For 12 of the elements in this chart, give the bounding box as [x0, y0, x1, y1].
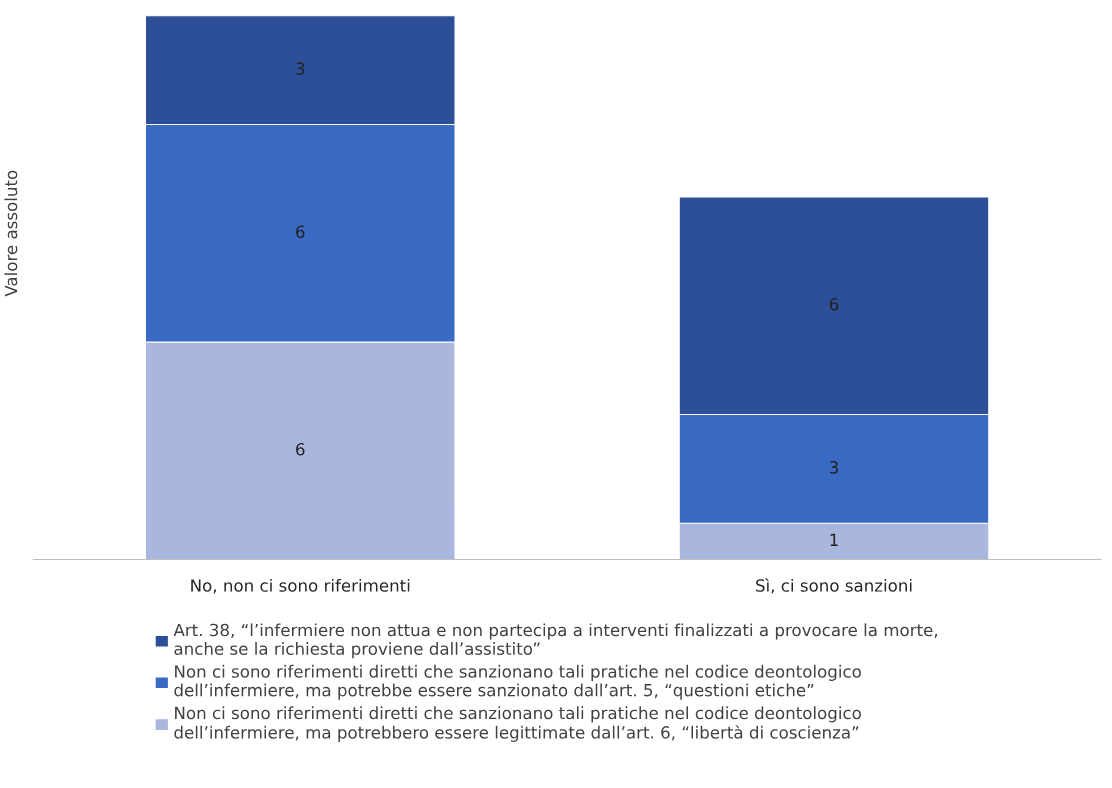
legend-label: Non ci sono riferimenti diretti che sanzionano tali pratiche nel codice deontologico dell’infermiere, ma potrebbe essere sanzionato dall’art. 5, “questioni etiche” [174, 664, 861, 700]
data-label: 1 [830, 533, 838, 546]
data-label: 3 [296, 62, 305, 75]
data-label: 6 [829, 297, 839, 311]
x-tick-label: Sì, ci sono sanzioni [756, 578, 912, 594]
legend-label: Art. 38, “l’infermiere non attua e non partecipa a interventi finalizzati a provocare la morte, anche se la richiesta proviene dall’assistito” [173, 623, 937, 659]
legend-label: Non ci sono riferimenti diretti che sanzionano tali pratiche nel codice deontologico dell’infermiere, ma potrebbero essere legittimate dall’art. 6, “libertà di coscienza” [174, 706, 861, 742]
y-axis-title: Valore assoluto [4, 170, 18, 297]
data-label: 6 [296, 442, 305, 456]
data-label: 6 [296, 225, 305, 239]
x-tick-label: No, non ci sono riferimenti [191, 578, 410, 594]
data-label: 3 [829, 461, 838, 474]
